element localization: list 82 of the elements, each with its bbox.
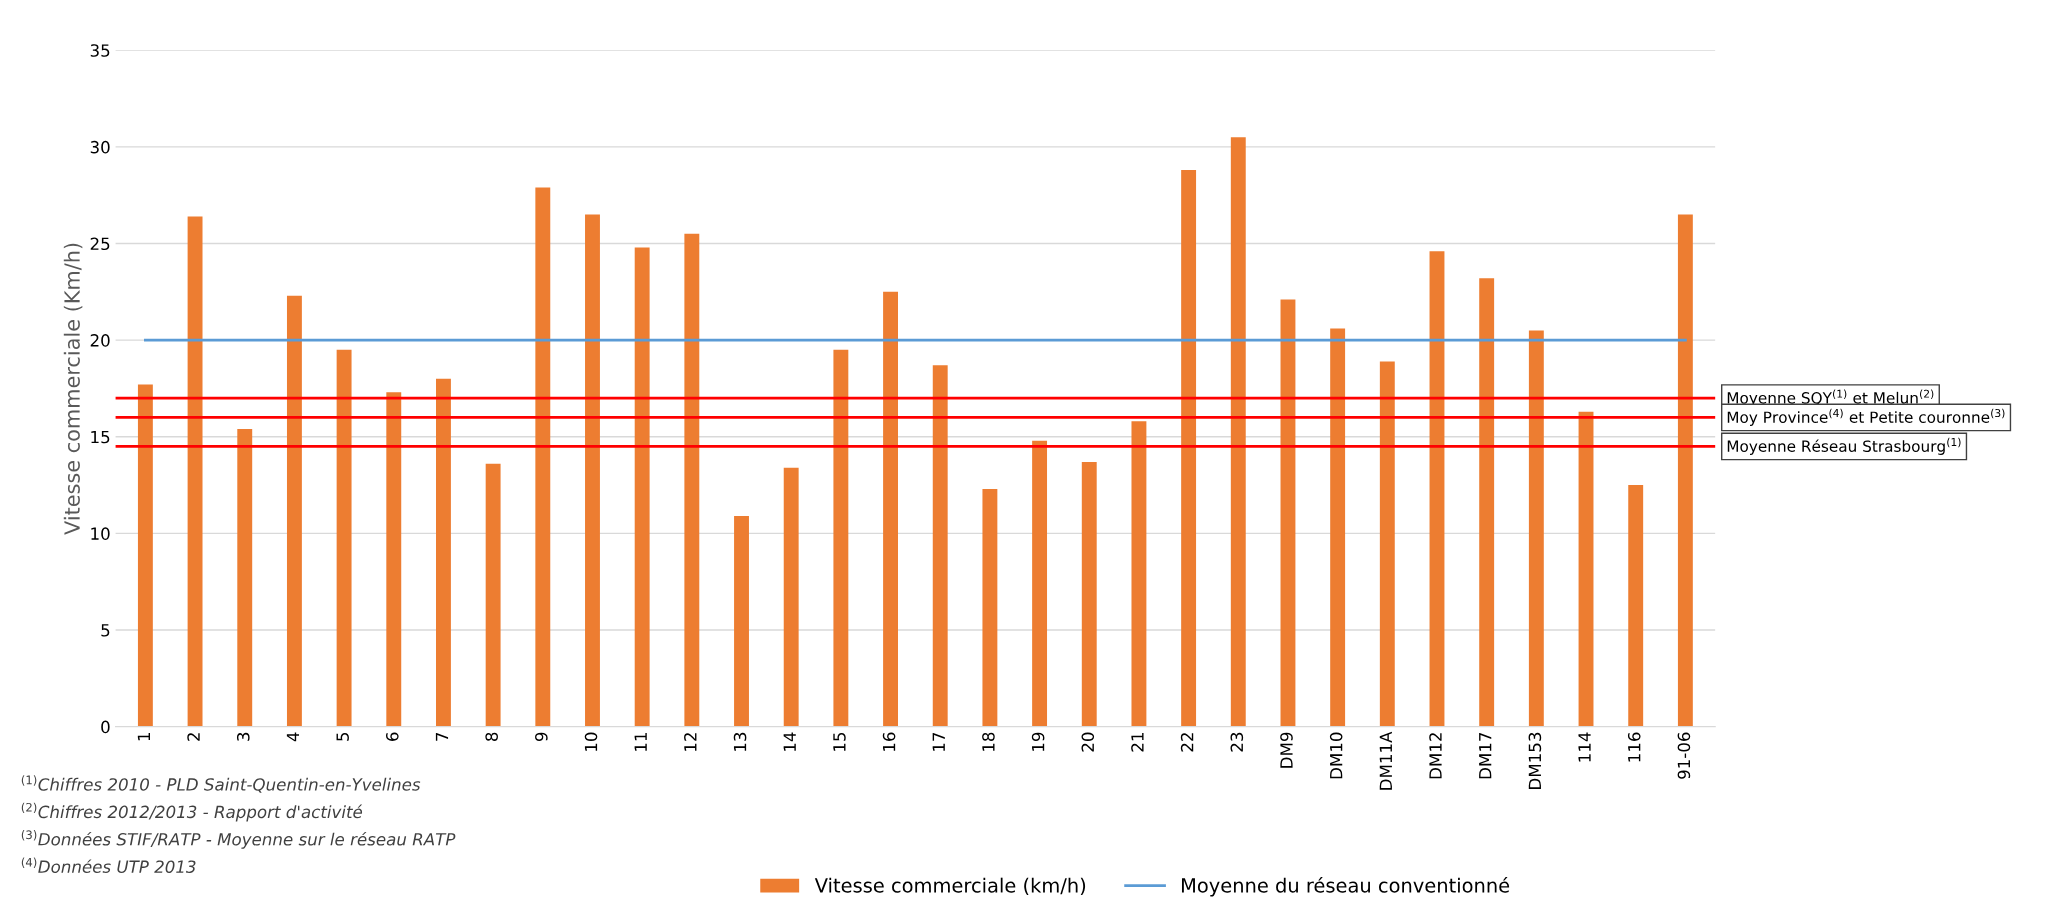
y-tick-label: 10 [91,527,110,540]
bar [386,392,402,727]
bar [883,291,898,727]
bar [286,295,302,727]
y-tick-label: 5 [101,624,110,637]
bar [932,365,948,727]
x-tick-label: DM11A [1379,731,1392,790]
bar [1578,411,1594,727]
x-tick-label: 21 [1131,733,1144,752]
text: $^{(1)}$Chiffres 2010 - PLD Saint-Quentin-en-Yvelines [21,775,421,793]
legend-label: Moyenne du réseau conventionné [1181,876,1510,897]
bar [1330,328,1346,727]
bar [1081,461,1097,727]
bar [485,463,501,727]
bar [982,488,998,727]
x-tick-label: 2 [187,733,200,741]
x-tick-label: 20 [1081,732,1095,752]
text: $^{(2)}$Chiffres 2012/2013 - Rapport d'activité [21,802,363,822]
bar [1181,170,1197,727]
x-tick-label: DM9 [1280,732,1293,768]
text: $^{(4)}$Données UTP 2013 [21,857,196,874]
bar [1429,251,1445,727]
bar [187,216,203,727]
bar [1032,440,1048,727]
ref-line-label: Moy Province$^{(4)}$ et Petite couronne$^{(3)}$ [1727,408,2005,426]
y-tick-label: 0 [101,720,110,734]
x-tick-label: 1 [137,733,150,741]
x-tick-label: 114 [1578,732,1591,762]
x-tick-label: DM10 [1329,732,1343,779]
legend-label: Vitesse commerciale (km/h) [814,877,1086,896]
x-tick-label: 12 [684,733,697,751]
bar [436,378,451,727]
x-tick-label: 116 [1627,732,1641,762]
bar [1628,485,1644,727]
text: $^{(3)}$Données STIF/RATP - Moyenne sur le réseau RATP [21,830,456,849]
x-tick-label: 7 [435,732,449,741]
y-tick-label: 25 [90,237,110,251]
x-tick-label: 11 [634,733,647,751]
x-tick-label: 13 [733,732,747,751]
bar [634,247,650,727]
x-tick-label: 19 [1031,732,1045,751]
x-tick-label: 9 [535,732,548,742]
x-tick-label: 8 [485,732,498,741]
y-tick-label: 20 [90,334,110,347]
x-tick-label: 14 [783,732,796,751]
bar [1528,330,1544,727]
y-tick-label: 35 [90,44,110,57]
x-tick-label: 10 [584,732,598,751]
x-tick-label: DM153 [1528,732,1542,789]
bar [237,429,253,727]
bar [1230,137,1246,727]
y-tick-label: 15 [91,430,110,444]
x-tick-label: 15 [833,732,846,751]
bar [684,233,700,727]
bar [1280,299,1296,727]
x-tick-label: 91-06 [1677,732,1691,779]
x-tick-label: 18 [982,732,995,751]
x-tick-label: 5 [336,732,349,741]
x-tick-label: 16 [882,732,896,751]
ref-line-label: Moyenne Réseau Strasbourg$^{(1)}$ [1727,437,1961,455]
bar [585,214,600,727]
bar [1379,361,1395,727]
bar [1479,278,1495,727]
x-tick-label: 23 [1230,732,1244,752]
y-axis-title: Vitesse commerciale (Km/h) [63,243,83,535]
x-tick-label: 17 [932,732,945,751]
x-tick-label: DM12 [1429,733,1442,779]
bar [783,467,799,727]
y-tick-label: 30 [90,140,110,154]
bar [833,349,849,727]
bar [336,349,352,727]
bar [137,384,153,727]
x-tick-label: 22 [1180,733,1194,752]
x-tick-label: 3 [236,732,250,741]
x-tick-label: 6 [386,732,399,741]
bar [1677,214,1693,727]
x-tick-label: DM17 [1479,732,1492,779]
bar [1131,421,1147,727]
x-tick-label: 4 [286,732,300,742]
bar [535,187,551,727]
bar [734,515,749,727]
ref-line-label: Moyenne SQY$^{(1)}$ et Melun$^{(2)}$ [1727,389,1934,407]
